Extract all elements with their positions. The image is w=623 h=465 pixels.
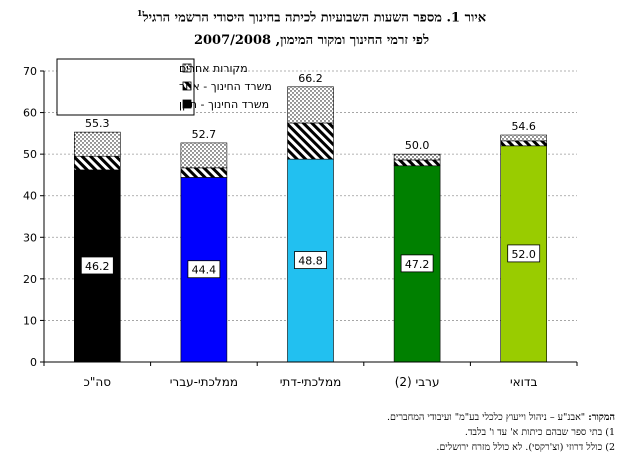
base-label-box-3 — [400, 254, 434, 273]
y-tick-label-10: 10 — [23, 314, 37, 327]
chart-title-line1: איור 1. מספר השעות השבועיות לכיתה בחינוך… — [136, 8, 487, 26]
legend-swatch-ministry-other — [182, 81, 192, 91]
y-tick-label-60: 60 — [23, 107, 37, 120]
bar-4-ministry-other — [500, 140, 548, 147]
legend-swatch-other-sources — [182, 63, 192, 73]
bar-3-ministry-other — [393, 159, 441, 167]
base-label-box-0 — [80, 256, 114, 275]
axes: 0 10 20 30 40 50 60 70 — [23, 65, 578, 369]
footnote-1: 1) בתי ספר שבהם כיתות א' עד ו' בלבד. — [464, 427, 615, 438]
bar-2-ministry-other — [287, 122, 334, 160]
legend-swatch-ministry-standard — [182, 99, 192, 109]
total-label-4: 54.6 — [511, 120, 536, 133]
footnote-2: 2) כולל דרוזי (וצ'רקסי). לא כולל מזרח יר… — [436, 442, 615, 453]
total-label-3: 50.0 — [405, 139, 430, 152]
y-tick-label-50: 50 — [23, 148, 37, 161]
bar-4-other-sources — [500, 134, 548, 142]
legend-label-ministry-standard: משרד החינוך - תקן — [179, 98, 269, 111]
title-footnote-mark: 1 — [136, 8, 143, 18]
source-text: "אבנ"ע – ניהול וייעוץ כלכלי בע"מ" ועיבוד… — [386, 412, 586, 423]
y-tick-label-40: 40 — [23, 190, 37, 203]
bar-1-other-sources — [180, 142, 228, 169]
legend-box — [56, 58, 195, 116]
total-label-0: 55.3 — [85, 117, 110, 130]
category-label-4: בדואי — [510, 375, 538, 389]
category-label-3: ערבי (2) — [395, 375, 440, 389]
base-label-1: 44.4 — [192, 264, 217, 277]
source-notes: המקור: "אבנ"ע – ניהול וייעוץ כלכלי בע"מ"… — [55, 410, 615, 455]
base-label-2: 48.8 — [298, 255, 323, 268]
bar-0-ministry-other — [74, 155, 121, 171]
source-label: המקור: — [588, 412, 615, 423]
labels: 55.3 46.2 סה"כ 52.7 44.4 ממלכתי-עברי 66.2 48.8 מ… — [80, 72, 541, 389]
total-label-2: 66.2 — [298, 72, 323, 85]
y-tick-label-0: 0 — [30, 356, 37, 369]
base-label-3: 47.2 — [405, 258, 430, 271]
legend: מקורות אחרים משרד החינוך - אחר משרד החינ… — [56, 58, 272, 116]
bar-0-other-sources — [74, 131, 121, 157]
base-label-box-1 — [187, 260, 221, 279]
category-label-2: ממלכתי-דתי — [280, 375, 342, 389]
bar-3-other-sources — [393, 153, 441, 161]
base-label-0: 46.2 — [85, 260, 110, 273]
bar-1-ministry-other — [180, 167, 228, 178]
legend-label-ministry-other: משרד החינוך - אחר — [179, 80, 272, 93]
bar-2-other-sources — [287, 86, 334, 124]
chart-title-line2: לפי זרמי החינוך ומקור המימון, 2007/2008 — [193, 33, 430, 48]
base-label-4: 52.0 — [511, 248, 536, 261]
category-label-0: סה"כ — [84, 375, 112, 389]
category-label-1: ממלכתי-עברי — [170, 375, 238, 389]
y-tick-label-70: 70 — [23, 65, 37, 78]
base-label-box-4 — [507, 244, 541, 263]
y-tick-label-20: 20 — [23, 273, 37, 286]
total-label-1: 52.7 — [192, 128, 217, 141]
base-label-box-2 — [294, 251, 327, 269]
source-line: המקור: "אבנ"ע – ניהול וייעוץ כלכלי בע"מ"… — [55, 410, 615, 425]
legend-label-other-sources: מקורות אחרים — [179, 62, 248, 75]
y-tick-label-30: 30 — [23, 231, 37, 244]
